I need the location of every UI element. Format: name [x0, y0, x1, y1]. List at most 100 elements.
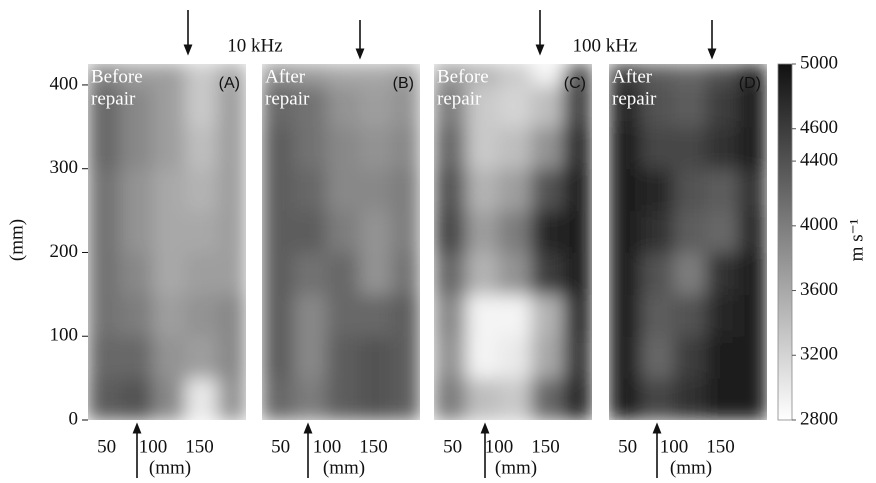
heatmap-cell: [294, 84, 328, 128]
heatmap-cell: [120, 168, 154, 212]
heatmap-cell: [641, 210, 675, 253]
panel-label: (A): [219, 75, 240, 92]
heatmap-cell: [563, 168, 592, 212]
colorbar-tick-label: 5000: [800, 52, 838, 73]
heatmap-cell: [152, 335, 187, 379]
heatmap-cell: [359, 293, 393, 337]
heatmap-cell: [706, 84, 740, 128]
heatmap-cell: [563, 210, 592, 253]
heatmap-cell: [217, 168, 246, 212]
heatmap-cell: [706, 335, 740, 379]
heatmap-cell: [641, 251, 675, 295]
heatmap-cell: [185, 335, 219, 379]
heatmap-cell: [262, 293, 296, 337]
panel-label: (B): [393, 75, 414, 92]
heatmap-cell: [359, 335, 393, 379]
heatmap-cell: [531, 377, 565, 420]
heatmap-cell: [609, 210, 643, 253]
heatmap-cell: [152, 168, 187, 212]
heatmap-cells: [88, 64, 246, 420]
colorbar-tick-label: 4600: [800, 117, 838, 138]
heatmap-cell: [120, 210, 154, 253]
heatmap-cell: [531, 84, 565, 128]
heatmap-cell: [673, 168, 708, 212]
heatmap-cell: [152, 64, 187, 86]
heatmap-cell: [88, 335, 122, 379]
heatmap-cell: [391, 377, 420, 420]
heatmap-cell: [217, 293, 246, 337]
heatmap-cell: [466, 168, 500, 212]
heatmap-cell: [294, 126, 328, 170]
y-tick-label: 200: [50, 241, 79, 262]
heatmap-cell: [531, 64, 565, 86]
heatmap-cell: [434, 84, 468, 128]
heatmap-cell: [498, 126, 533, 170]
heatmap-cell: [609, 64, 643, 86]
heatmap-cell: [531, 335, 565, 379]
heatmap-cell: [563, 251, 592, 295]
x-tick-label: 150: [706, 436, 735, 457]
heatmap-cell: [88, 168, 122, 212]
colorbar-tick-label: 2800: [800, 408, 838, 429]
heatmap-cell: [609, 168, 643, 212]
heatmap-cell: [262, 335, 296, 379]
heatmap-cell: [88, 64, 122, 86]
heatmap-cell: [185, 251, 219, 295]
heatmap-cell: [531, 126, 565, 170]
heatmap-cell: [738, 377, 767, 420]
heatmap-cell: [294, 210, 328, 253]
colorbar-tick-label: 4400: [800, 149, 838, 170]
panel-title: Before: [437, 66, 489, 87]
heatmap-cells: [609, 64, 767, 420]
heatmap-cell: [706, 293, 740, 337]
heatmap-cell: [641, 377, 675, 420]
heatmap-cell: [498, 168, 533, 212]
heatmap-cell: [120, 64, 154, 86]
heatmap-cell: [434, 293, 468, 337]
heatmap-cell: [262, 251, 296, 295]
x-tick-label: 50: [618, 436, 637, 457]
heatmap-cell: [326, 64, 361, 86]
heatmap-cell: [120, 126, 154, 170]
x-tick-label: 50: [97, 436, 116, 457]
heatmap-cell: [152, 210, 187, 253]
heatmap-cell: [185, 210, 219, 253]
heatmap-cell: [120, 377, 154, 420]
heatmap-cell: [391, 84, 420, 128]
heatmap-cell: [563, 64, 592, 86]
heatmap-cell: [217, 335, 246, 379]
heatmap-cell: [738, 335, 767, 379]
heatmap-cell: [359, 168, 393, 212]
heatmap-cell: [738, 168, 767, 212]
x-axis-label: (mm): [323, 457, 365, 478]
heatmap-cell: [326, 377, 361, 420]
heatmap-cell: [466, 293, 500, 337]
heatmap-cell: [294, 251, 328, 295]
heatmap-cell: [466, 210, 500, 253]
heatmap-cell: [609, 84, 643, 128]
panel-label: (C): [564, 75, 586, 92]
heatmap-cell: [706, 210, 740, 253]
heatmap-cell: [563, 126, 592, 170]
heatmap-cell: [738, 84, 767, 128]
x-axis-label: (mm): [149, 457, 191, 478]
heatmap-cell: [88, 251, 122, 295]
heatmap-cell: [391, 210, 420, 253]
x-tick-label: 150: [359, 436, 388, 457]
heatmap-cell: [120, 293, 154, 337]
heatmap-cell: [391, 293, 420, 337]
heatmap-cell: [152, 377, 187, 420]
heatmap-cell: [563, 293, 592, 337]
heatmap-cell: [466, 84, 500, 128]
heatmap-cell: [706, 126, 740, 170]
heatmap-cell: [359, 126, 393, 170]
heatmap-cell: [294, 168, 328, 212]
heatmap-cell: [531, 251, 565, 295]
heatmap-cell: [641, 293, 675, 337]
heatmap-cell: [738, 293, 767, 337]
heatmap-cell: [498, 64, 533, 86]
heatmap-cell: [120, 335, 154, 379]
heatmap-cell: [359, 377, 393, 420]
x-tick-label: 150: [531, 436, 560, 457]
heatmap-cell: [294, 377, 328, 420]
